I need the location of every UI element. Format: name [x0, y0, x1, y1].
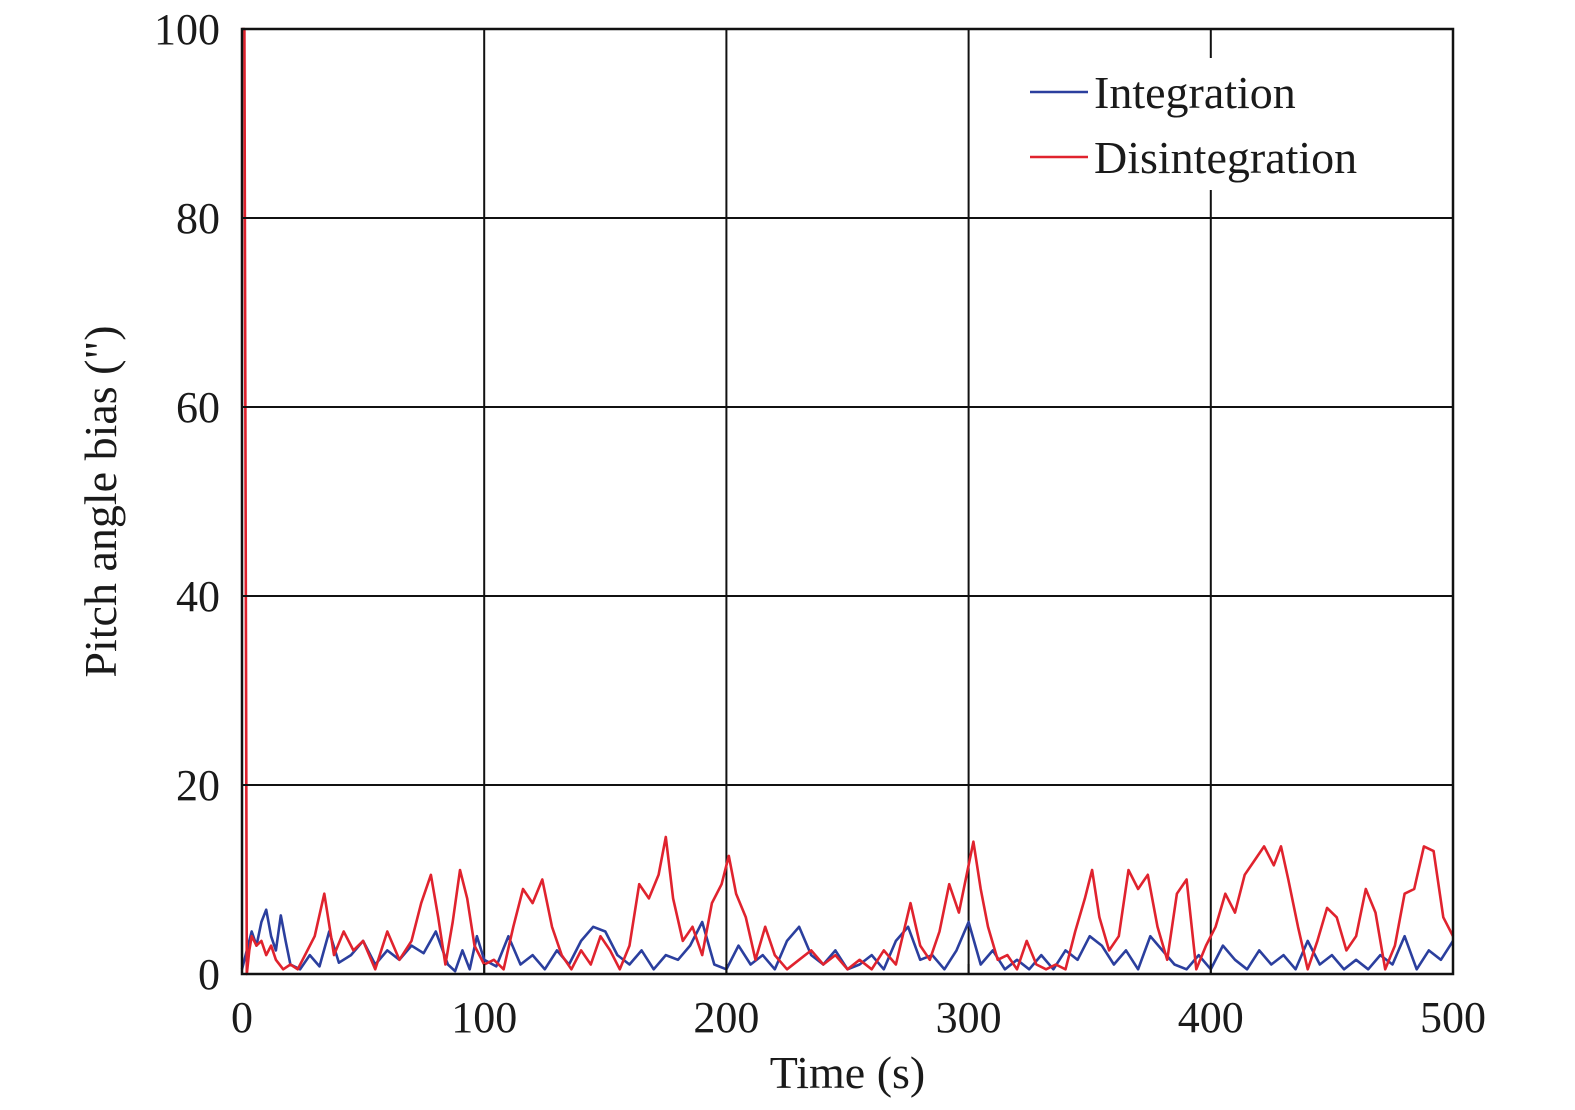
legend-label-integration: Integration	[1094, 67, 1296, 118]
axis-ticks: 0 100 200 300 400 500 0 20 40 60 80 100	[154, 5, 1486, 1042]
x-axis-title: Time (s)	[770, 1047, 926, 1098]
x-tick-label: 400	[1178, 993, 1244, 1042]
legend: Integration Disintegration	[1018, 58, 1400, 190]
x-tick-label: 100	[451, 993, 517, 1042]
y-tick-label: 100	[154, 5, 220, 54]
plot-frame	[240, 27, 1455, 976]
y-tick-label: 0	[198, 950, 220, 999]
y-axis-title: Pitch angle bias (")	[75, 325, 126, 677]
x-tick-label: 500	[1420, 993, 1486, 1042]
series-line-disintegration	[242, 27, 1455, 976]
y-tick-label: 80	[176, 194, 220, 243]
series-lines	[240, 27, 1455, 976]
series-line-integration	[240, 908, 1455, 973]
y-tick-label: 60	[176, 383, 220, 432]
x-tick-label: 300	[936, 993, 1002, 1042]
y-tick-label: 40	[176, 572, 220, 621]
x-tick-label: 0	[231, 993, 253, 1042]
y-tick-label: 20	[176, 761, 220, 810]
x-tick-label: 200	[693, 993, 759, 1042]
legend-background	[1018, 58, 1400, 190]
legend-label-disintegration: Disintegration	[1094, 132, 1357, 183]
